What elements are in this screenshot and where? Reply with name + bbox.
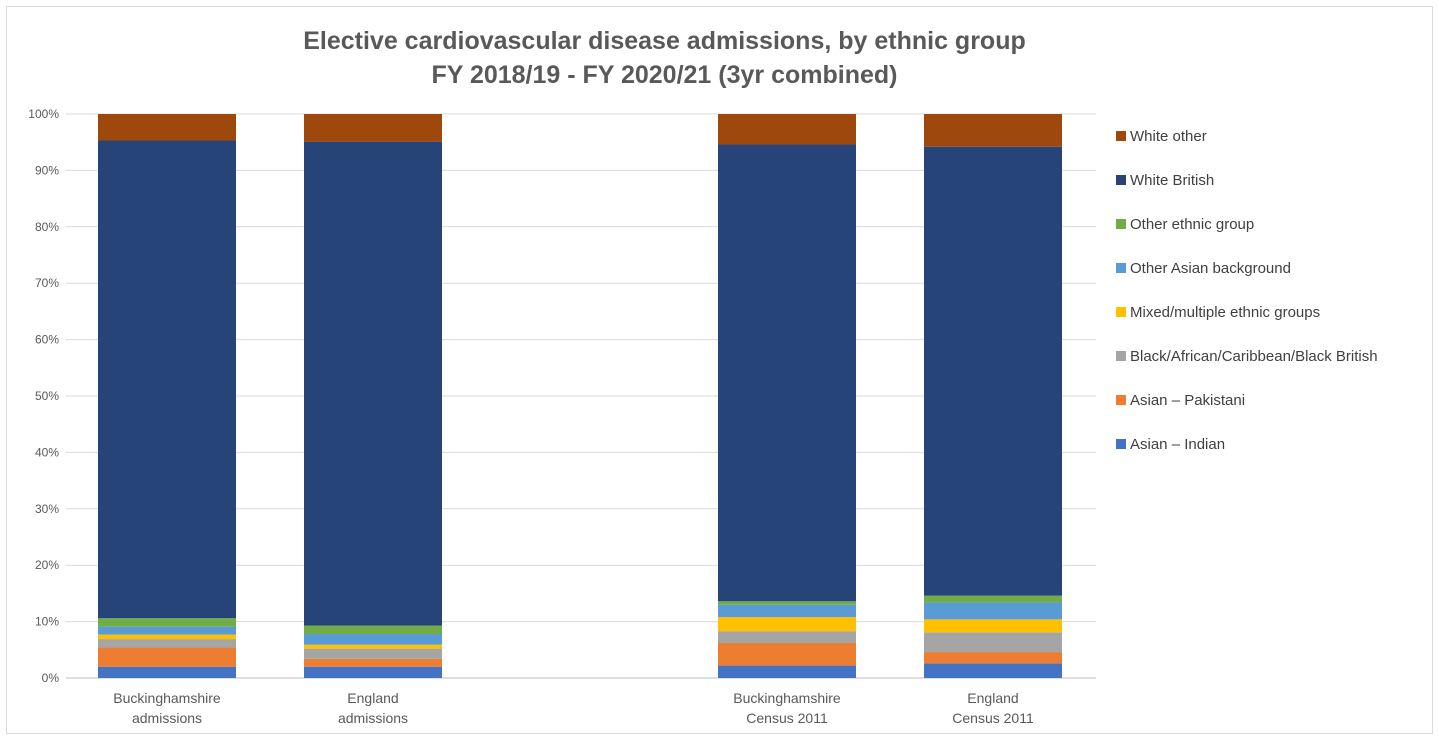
chart-title-line-1: Elective cardiovascular disease admissio… bbox=[303, 27, 1026, 55]
y-axis: 0% 10% 20% 30% 40% 50% 60% 70% 80% 90% 100% bbox=[28, 107, 59, 685]
legend-label: White British bbox=[1130, 172, 1214, 189]
y-tick-label: 0% bbox=[42, 671, 60, 685]
bar-segment bbox=[924, 663, 1062, 678]
bar-segment bbox=[924, 619, 1062, 633]
bar-segment bbox=[98, 634, 236, 640]
bar-segment bbox=[98, 666, 236, 678]
x-tick-label: admissions bbox=[132, 710, 202, 726]
bar-segment bbox=[98, 618, 236, 627]
bars bbox=[98, 114, 1062, 678]
legend-label: Black/African/Caribbean/Black British bbox=[1130, 348, 1378, 365]
legend-label: Asian – Indian bbox=[1130, 436, 1225, 453]
bar-segment bbox=[718, 643, 856, 666]
legend-label: White other bbox=[1130, 128, 1207, 145]
bar-segment bbox=[304, 114, 442, 142]
bar-segment bbox=[98, 626, 236, 635]
bar-segment bbox=[718, 114, 856, 145]
bar-segment bbox=[98, 639, 236, 648]
y-tick-label: 90% bbox=[35, 163, 59, 177]
y-tick-label: 40% bbox=[35, 445, 59, 459]
x-tick-label: Census 2011 bbox=[952, 710, 1034, 726]
bar-segment bbox=[98, 647, 236, 667]
bar-segment bbox=[304, 634, 442, 645]
x-tick-label: Census 2011 bbox=[746, 710, 828, 726]
bar-segment bbox=[718, 144, 856, 602]
x-axis: Buckinghamshire admissions England admissio… bbox=[113, 690, 1034, 726]
bar-segment bbox=[304, 141, 442, 626]
legend-label: Other ethnic group bbox=[1130, 216, 1254, 233]
x-tick-label: Buckinghamshire bbox=[113, 690, 221, 706]
chart-title-line-2: FY 2018/19 - FY 2020/21 (3yr combined) bbox=[431, 61, 898, 89]
bar-segment bbox=[718, 601, 856, 605]
y-tick-label: 60% bbox=[35, 333, 59, 347]
y-tick-label: 30% bbox=[35, 502, 59, 516]
bar-segment bbox=[718, 617, 856, 632]
y-tick-label: 80% bbox=[35, 220, 59, 234]
bar-segment bbox=[924, 652, 1062, 664]
y-tick-label: 100% bbox=[28, 107, 59, 121]
legend-swatch bbox=[1116, 131, 1126, 141]
legend-swatch bbox=[1116, 439, 1126, 449]
bar-segment bbox=[924, 146, 1062, 596]
legend: White other White British Other ethnic gro… bbox=[1116, 128, 1378, 453]
y-tick-label: 70% bbox=[35, 276, 59, 290]
y-tick-label: 20% bbox=[35, 558, 59, 572]
bar-segment bbox=[98, 140, 236, 619]
bar-segment bbox=[304, 666, 442, 678]
bar-segment bbox=[924, 114, 1062, 147]
bar-segment bbox=[718, 665, 856, 678]
bar-segment bbox=[304, 648, 442, 659]
legend-swatch bbox=[1116, 219, 1126, 229]
bar-segment bbox=[718, 631, 856, 644]
y-tick-label: 10% bbox=[35, 615, 59, 629]
legend-swatch bbox=[1116, 175, 1126, 185]
legend-swatch bbox=[1116, 307, 1126, 317]
bar-segment bbox=[924, 632, 1062, 653]
bar-segment bbox=[98, 114, 236, 141]
y-tick-label: 50% bbox=[35, 389, 59, 403]
legend-label: Other Asian background bbox=[1130, 260, 1291, 277]
bar-segment bbox=[718, 604, 856, 618]
x-tick-label: Buckinghamshire bbox=[733, 690, 841, 706]
x-tick-label: admissions bbox=[338, 710, 408, 726]
legend-swatch bbox=[1116, 263, 1126, 273]
legend-label: Asian – Pakistani bbox=[1130, 392, 1245, 409]
bar-segment bbox=[924, 602, 1062, 620]
legend-swatch bbox=[1116, 351, 1126, 361]
chart-title: Elective cardiovascular disease admissio… bbox=[0, 24, 1329, 92]
bar-segment bbox=[304, 625, 442, 635]
bar-segment bbox=[304, 644, 442, 649]
x-tick-label: England bbox=[967, 690, 1018, 706]
legend-label: Mixed/multiple ethnic groups bbox=[1130, 304, 1320, 321]
x-tick-label: England bbox=[347, 690, 398, 706]
legend-swatch bbox=[1116, 395, 1126, 405]
bar-segment bbox=[924, 595, 1062, 603]
bar-segment bbox=[304, 658, 442, 667]
